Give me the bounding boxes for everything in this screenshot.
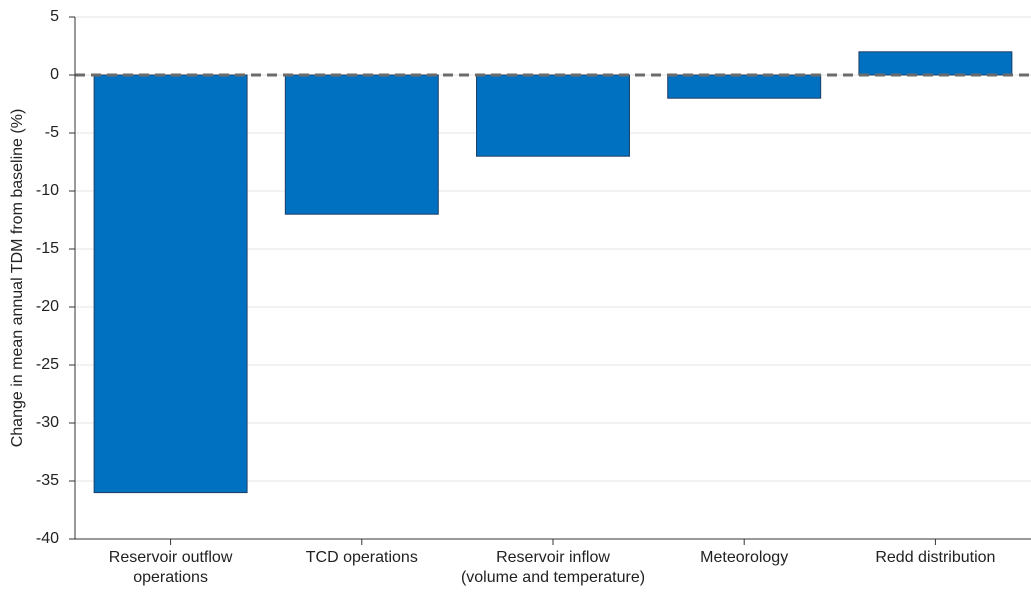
x-tick-label: Reservoir outflow operations bbox=[108, 549, 233, 586]
bar bbox=[284, 74, 439, 215]
y-tick-label: -30 bbox=[36, 414, 59, 431]
y-tick-label: -5 bbox=[45, 124, 59, 141]
y-tick-label: -15 bbox=[36, 240, 59, 257]
x-tick-label: Meteorology bbox=[700, 549, 789, 566]
y-axis-label: Change in mean annual TDM from baseline … bbox=[9, 109, 26, 448]
y-tick-label: -35 bbox=[36, 472, 59, 489]
x-tick-label: Reservoir inflow (volume and temperature… bbox=[460, 549, 646, 586]
y-tick-label: -40 bbox=[36, 530, 59, 547]
y-tick-label: 0 bbox=[50, 66, 59, 83]
y-tick-label: -20 bbox=[36, 298, 59, 315]
y-tick-label: -10 bbox=[36, 182, 59, 199]
bar bbox=[93, 74, 248, 494]
y-tick-label: 5 bbox=[50, 8, 59, 25]
y-tick-label: -25 bbox=[36, 356, 59, 373]
x-tick-label: Redd distribution bbox=[875, 549, 996, 566]
x-tick-label: TCD operations bbox=[305, 549, 418, 566]
bar bbox=[667, 74, 822, 99]
bar bbox=[476, 74, 630, 157]
bar bbox=[858, 51, 1013, 76]
